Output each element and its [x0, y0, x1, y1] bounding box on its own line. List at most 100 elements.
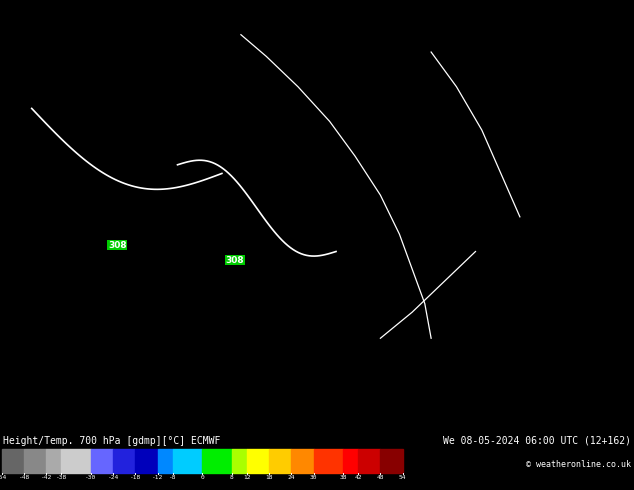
Text: 5: 5: [474, 337, 477, 343]
Text: 1: 1: [139, 308, 143, 314]
Text: 2: 2: [289, 308, 293, 314]
Text: 2: 2: [145, 192, 149, 198]
Text: 6: 6: [439, 62, 443, 68]
Text: 3: 3: [64, 163, 68, 169]
Text: 6: 6: [444, 120, 449, 126]
Text: 3: 3: [81, 105, 86, 111]
Text: 3: 3: [358, 236, 363, 242]
Text: 2: 2: [30, 192, 34, 198]
Text: 4: 4: [398, 294, 403, 299]
Text: 4: 4: [162, 134, 166, 140]
Text: 7: 7: [571, 48, 576, 53]
Text: 3: 3: [99, 149, 103, 155]
Text: 2: 2: [99, 380, 103, 386]
Text: 5: 5: [485, 394, 489, 400]
Text: 7: 7: [392, 19, 397, 25]
Text: 7: 7: [519, 163, 524, 169]
Text: 6: 6: [595, 394, 598, 400]
Text: 3: 3: [127, 163, 132, 169]
Text: 1: 1: [151, 279, 155, 285]
Text: 6: 6: [329, 4, 333, 10]
Text: 2: 2: [70, 322, 74, 328]
Text: 4: 4: [110, 48, 115, 53]
Text: 4: 4: [145, 48, 149, 53]
Text: 2: 2: [1, 207, 5, 213]
Text: 5: 5: [249, 48, 253, 53]
Text: 5: 5: [341, 91, 345, 97]
Text: 6: 6: [600, 394, 604, 400]
Text: 7: 7: [491, 163, 495, 169]
Text: 4: 4: [168, 33, 172, 39]
Text: 4: 4: [260, 149, 264, 155]
Text: 2: 2: [151, 423, 155, 429]
Text: 4: 4: [370, 221, 374, 227]
Text: 6: 6: [329, 19, 333, 25]
Text: 3: 3: [231, 423, 236, 429]
Text: 6: 6: [474, 163, 477, 169]
Text: 8: 8: [612, 62, 616, 68]
Text: 2: 2: [12, 192, 16, 198]
Text: 6: 6: [502, 351, 507, 357]
Text: 5: 5: [392, 322, 397, 328]
Text: 3: 3: [347, 192, 351, 198]
Text: 7: 7: [629, 423, 633, 429]
Text: 5: 5: [514, 366, 518, 371]
Text: 7: 7: [623, 236, 628, 242]
Text: 6: 6: [588, 351, 593, 357]
Text: 1: 1: [214, 250, 218, 256]
Text: 1: 1: [220, 279, 224, 285]
Text: 3: 3: [1, 149, 5, 155]
Text: 7: 7: [566, 91, 570, 97]
Text: 4: 4: [226, 134, 230, 140]
Text: 7: 7: [525, 76, 529, 82]
Text: 7: 7: [612, 149, 616, 155]
Text: 5: 5: [387, 394, 391, 400]
Text: 5: 5: [398, 394, 403, 400]
Text: 2: 2: [139, 322, 143, 328]
Text: 4: 4: [398, 207, 403, 213]
Text: 7: 7: [606, 120, 610, 126]
Text: 7: 7: [583, 163, 587, 169]
Text: 2: 2: [47, 366, 51, 371]
Text: 7: 7: [479, 33, 483, 39]
Text: 1: 1: [231, 250, 236, 256]
Text: 5: 5: [306, 62, 311, 68]
Text: 5: 5: [278, 4, 281, 10]
Text: 7: 7: [588, 192, 593, 198]
Text: -24: -24: [108, 475, 119, 480]
Text: 4: 4: [243, 120, 247, 126]
Text: 7: 7: [485, 62, 489, 68]
Text: 6: 6: [577, 351, 581, 357]
Text: 2: 2: [283, 265, 287, 270]
Text: 7: 7: [618, 163, 622, 169]
Text: 3: 3: [191, 149, 195, 155]
Text: 6: 6: [508, 250, 512, 256]
Text: 7: 7: [612, 294, 616, 299]
Text: 5: 5: [427, 366, 432, 371]
Text: 2: 2: [249, 308, 253, 314]
Text: 4: 4: [335, 409, 339, 415]
Text: 1: 1: [249, 279, 253, 285]
Text: 5: 5: [496, 423, 501, 429]
Text: 3: 3: [323, 192, 328, 198]
Text: 7: 7: [612, 351, 616, 357]
Text: 5: 5: [410, 250, 414, 256]
Text: 6: 6: [306, 48, 311, 53]
Text: 4: 4: [301, 380, 305, 386]
Text: 6: 6: [468, 134, 472, 140]
Text: 0: 0: [200, 475, 204, 480]
Text: 3: 3: [341, 207, 345, 213]
Text: 2: 2: [208, 409, 212, 415]
Text: 4: 4: [301, 149, 305, 155]
Text: 6: 6: [462, 76, 466, 82]
Text: 1: 1: [127, 265, 132, 270]
Text: 7: 7: [600, 337, 604, 343]
Text: 1: 1: [202, 294, 207, 299]
Text: 2: 2: [81, 178, 86, 184]
Text: 2: 2: [127, 409, 132, 415]
Text: 5: 5: [427, 409, 432, 415]
Text: 7: 7: [600, 279, 604, 285]
Text: 4: 4: [122, 62, 126, 68]
Text: 7: 7: [433, 33, 437, 39]
Text: 4: 4: [93, 4, 97, 10]
